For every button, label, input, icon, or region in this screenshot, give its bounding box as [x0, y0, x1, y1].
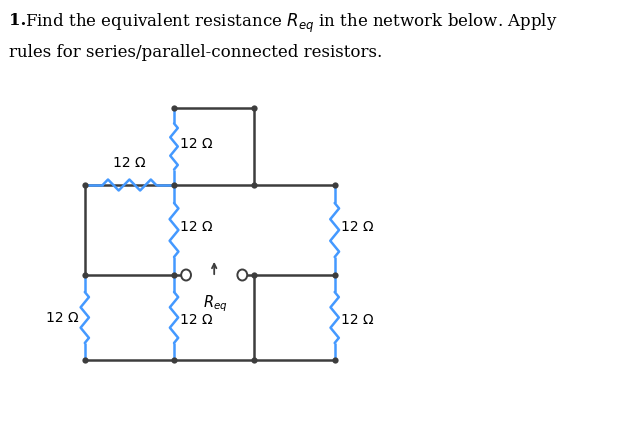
Circle shape	[181, 269, 191, 280]
Text: 12 Ω: 12 Ω	[180, 137, 213, 151]
Text: 12 Ω: 12 Ω	[46, 311, 78, 325]
Text: 12 Ω: 12 Ω	[341, 220, 374, 234]
Text: $R_{eq}$: $R_{eq}$	[203, 293, 227, 314]
Text: 12 Ω: 12 Ω	[113, 156, 146, 170]
Text: 12 Ω: 12 Ω	[180, 314, 213, 328]
Text: Find the equivalent resistance $R_{eq}$ in the network below. Apply: Find the equivalent resistance $R_{eq}$ …	[25, 12, 558, 35]
Circle shape	[237, 269, 247, 280]
Text: 12 Ω: 12 Ω	[341, 314, 374, 328]
Text: rules for series/parallel-connected resistors.: rules for series/parallel-connected resi…	[9, 44, 382, 61]
Text: 12 Ω: 12 Ω	[180, 220, 213, 234]
Text: 1.: 1.	[9, 12, 26, 29]
